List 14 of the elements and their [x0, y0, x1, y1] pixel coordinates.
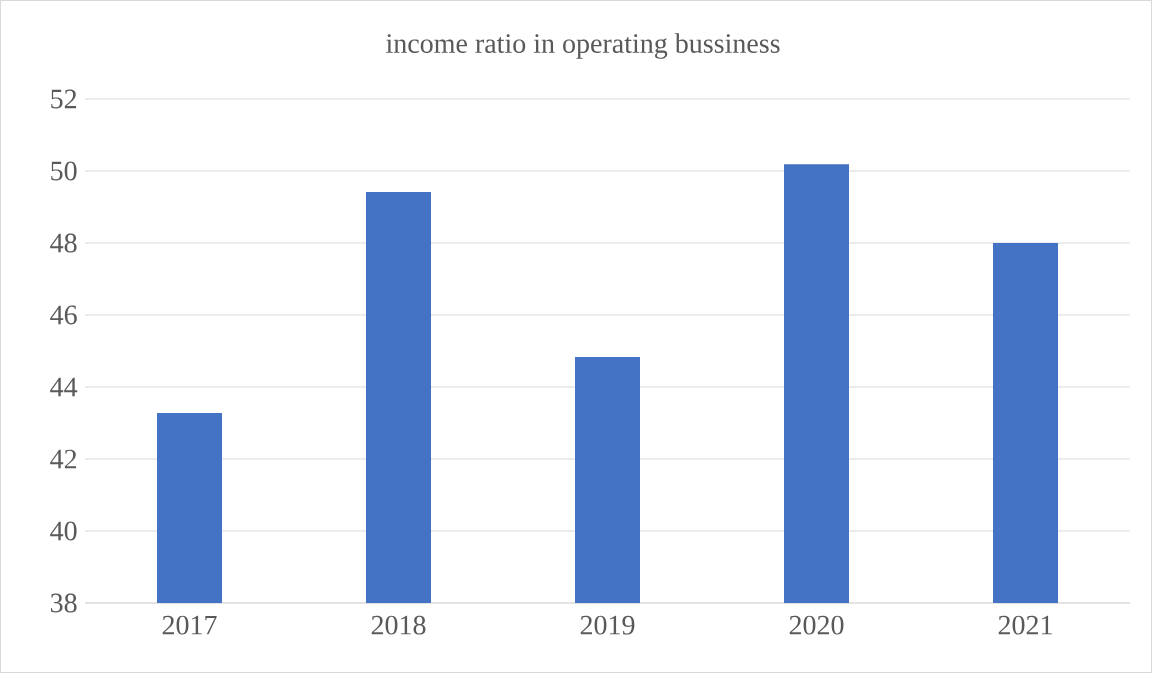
y-tick-label: 50: [51, 161, 77, 181]
x-tick-label: 2017: [162, 615, 217, 635]
y-tick-label: 40: [50, 521, 77, 541]
x-tick-label: 2020: [789, 615, 844, 635]
x-tick-label: 2018: [371, 615, 426, 635]
x-tick-label: 2019: [580, 615, 635, 635]
y-tick-label: 44: [50, 377, 78, 397]
x-tick-label: 2021: [998, 615, 1052, 635]
y-tick-label: 38: [50, 593, 77, 613]
chart-title: income ratio in operating bussiness: [386, 33, 780, 59]
y-tick-label: 42: [50, 449, 77, 469]
y-tick-label: 48: [50, 233, 77, 253]
y-tick-label: 52: [51, 89, 77, 109]
y-tick-label: 46: [50, 305, 77, 325]
